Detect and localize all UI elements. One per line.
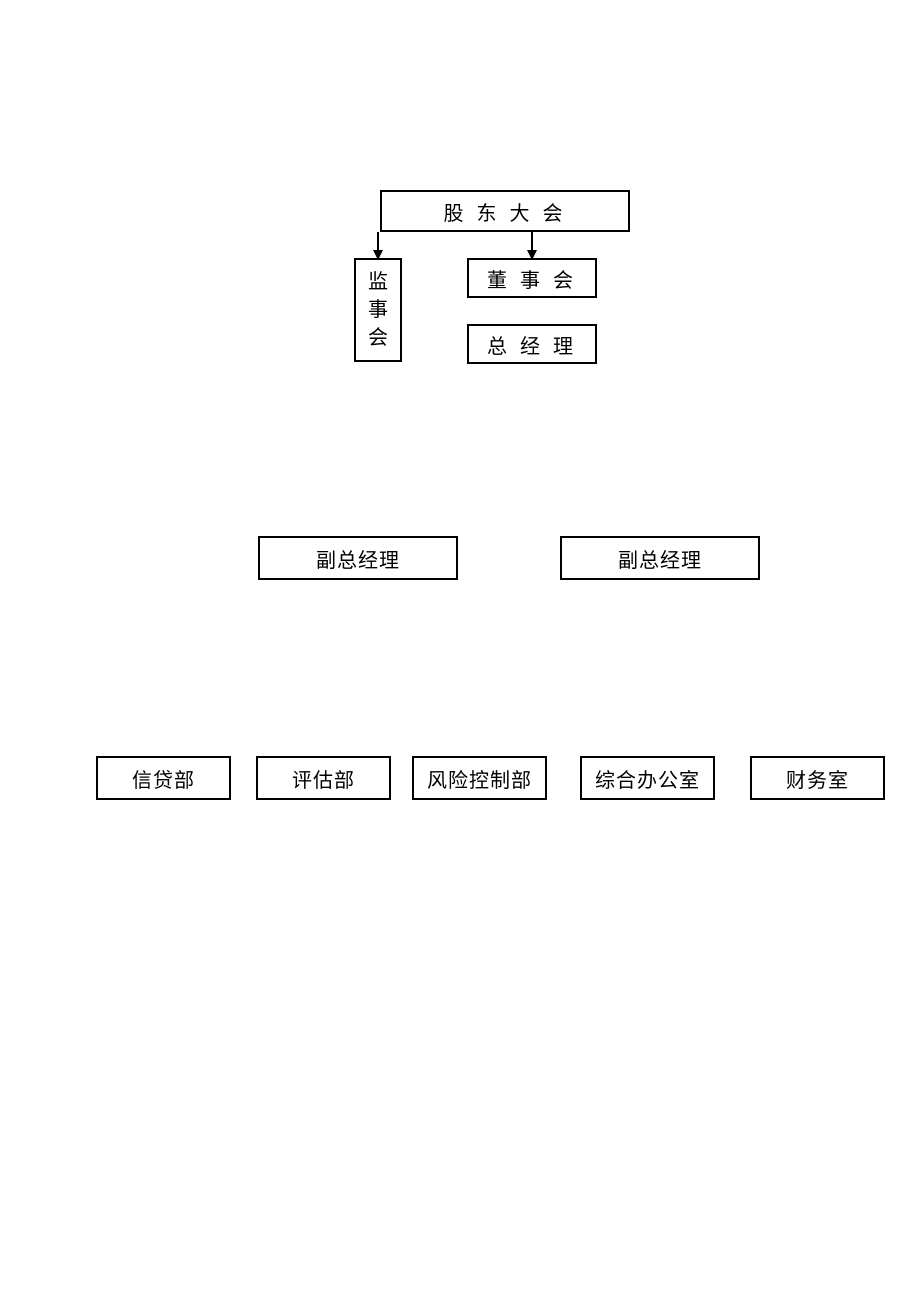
node-office-dept: 综合办公室: [580, 756, 715, 800]
node-general-manager: 总 经 理: [467, 324, 597, 364]
node-deputy-gm-2: 副总经理: [560, 536, 760, 580]
node-label: 评估部: [292, 764, 355, 793]
org-chart-canvas: 股 东 大 会 监 事 会 董 事 会 总 经 理 副总经理 副总经理 信贷部 …: [0, 0, 920, 1302]
node-label: 副总经理: [618, 544, 702, 573]
node-label: 董 事 会: [487, 264, 577, 293]
node-label: 信贷部: [132, 764, 195, 793]
node-label-char: 事: [368, 296, 388, 324]
node-label: 总 经 理: [487, 330, 577, 359]
node-risk-dept: 风险控制部: [412, 756, 547, 800]
node-supervisory: 监 事 会: [354, 258, 402, 362]
node-deputy-gm-1: 副总经理: [258, 536, 458, 580]
node-label: 财务室: [786, 764, 849, 793]
node-label-char: 会: [368, 324, 388, 352]
node-board: 董 事 会: [467, 258, 597, 298]
node-label: 综合办公室: [595, 764, 700, 793]
node-label: 副总经理: [316, 544, 400, 573]
node-shareholders: 股 东 大 会: [380, 190, 630, 232]
node-credit-dept: 信贷部: [96, 756, 231, 800]
node-finance-dept: 财务室: [750, 756, 885, 800]
node-label-char: 监: [368, 268, 388, 296]
node-label: 风险控制部: [427, 764, 532, 793]
node-appraisal-dept: 评估部: [256, 756, 391, 800]
node-label: 股 东 大 会: [444, 197, 567, 226]
